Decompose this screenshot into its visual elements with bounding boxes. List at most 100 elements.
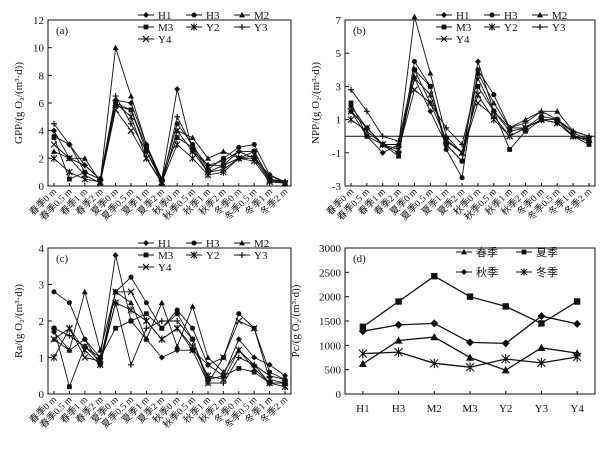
data-point	[66, 141, 73, 148]
data-point	[281, 179, 289, 187]
y-tick-label: 10	[33, 43, 45, 55]
data-point	[395, 146, 403, 153]
data-point	[358, 348, 368, 359]
data-point	[459, 175, 465, 181]
data-point	[569, 132, 577, 140]
y-tick-label: 7	[336, 15, 342, 27]
data-point	[475, 84, 481, 89]
data-point	[490, 100, 497, 106]
legend-item: M3	[138, 22, 174, 34]
series-M2	[51, 288, 288, 382]
legend-label: 夏季	[536, 246, 558, 259]
legend-marker	[461, 269, 467, 275]
legend-item: H3	[186, 10, 220, 22]
data-point	[586, 133, 592, 140]
data-point	[158, 179, 166, 187]
data-point	[174, 343, 181, 349]
y-tick-label: 1000	[319, 340, 342, 352]
data-point	[174, 318, 181, 324]
data-point	[466, 338, 474, 347]
data-point	[396, 153, 401, 159]
series-line	[53, 105, 286, 184]
series-line	[350, 88, 590, 154]
data-point	[235, 154, 243, 162]
data-point	[51, 148, 57, 154]
data-point	[570, 128, 577, 135]
data-point	[142, 154, 150, 162]
series-冬季	[358, 347, 582, 373]
data-point	[127, 306, 135, 314]
legend-label: H3	[206, 10, 220, 22]
y-tick-label: 8	[39, 70, 45, 82]
data-point	[502, 303, 509, 310]
data-point	[411, 66, 418, 73]
data-point	[236, 144, 242, 150]
data-point	[443, 146, 449, 153]
y-tick-label: 3	[336, 81, 342, 93]
data-point	[189, 336, 196, 343]
data-point	[522, 124, 529, 132]
y-axis-label: GPP/(g O₂/(m³·d))	[13, 62, 25, 144]
data-point	[281, 379, 289, 387]
data-point	[501, 354, 511, 364]
series-Y4	[347, 86, 593, 157]
data-point	[394, 336, 403, 344]
data-point	[158, 318, 165, 324]
legend-marker	[190, 251, 198, 259]
series-Y3	[348, 66, 592, 148]
data-point	[459, 141, 466, 148]
data-point	[522, 116, 529, 122]
data-point	[474, 70, 481, 76]
y-tick-label: 4	[39, 126, 45, 138]
data-point	[475, 67, 481, 73]
legend-item: Y4	[436, 34, 470, 46]
data-point	[359, 323, 367, 331]
data-point	[490, 108, 497, 115]
series-line	[53, 302, 285, 384]
data-point	[443, 124, 450, 131]
data-point	[282, 376, 288, 382]
data-point	[81, 354, 89, 361]
legend-marker	[142, 263, 150, 271]
data-point	[173, 140, 181, 149]
y-tick-label: -1	[332, 148, 341, 160]
legend-item: 春季	[456, 246, 498, 259]
legend: H1 H3 M2 M3 Y2 Y3 Y4	[138, 10, 269, 46]
data-point	[112, 252, 119, 259]
data-point	[236, 311, 242, 317]
data-point	[251, 361, 258, 368]
data-point	[190, 325, 196, 331]
legend-label: Y4	[456, 34, 470, 46]
x-tick-label: Y4	[570, 403, 584, 415]
data-point	[379, 149, 386, 156]
y-axis-label: Ra/(g O₂/(m³·d))	[13, 284, 25, 358]
y-tick-label: 0	[336, 389, 342, 401]
data-point	[51, 289, 57, 295]
y-tick-label: 4	[39, 243, 45, 255]
data-point	[50, 353, 58, 362]
data-point	[158, 299, 165, 306]
series-夏季	[359, 273, 581, 331]
legend-marker	[537, 24, 543, 30]
series-line	[350, 16, 590, 154]
legend-label: M2	[254, 238, 269, 250]
legend: H1 H3 M2 M3 Y2 Y3 Y4	[436, 10, 567, 46]
data-point	[282, 372, 288, 379]
legend-item: 夏季	[516, 246, 558, 259]
plot-frame	[344, 19, 596, 187]
legend-marker	[239, 240, 245, 246]
data-point	[66, 300, 72, 306]
data-point	[537, 343, 546, 351]
data-point	[142, 317, 150, 325]
series-line	[53, 290, 286, 380]
series-line	[53, 255, 286, 377]
x-tick-label: Y2	[499, 403, 512, 415]
series-M3	[348, 67, 592, 164]
legend-item: 冬季	[516, 265, 558, 279]
data-point	[189, 134, 196, 140]
series-M2	[348, 13, 592, 156]
data-point	[128, 361, 134, 368]
